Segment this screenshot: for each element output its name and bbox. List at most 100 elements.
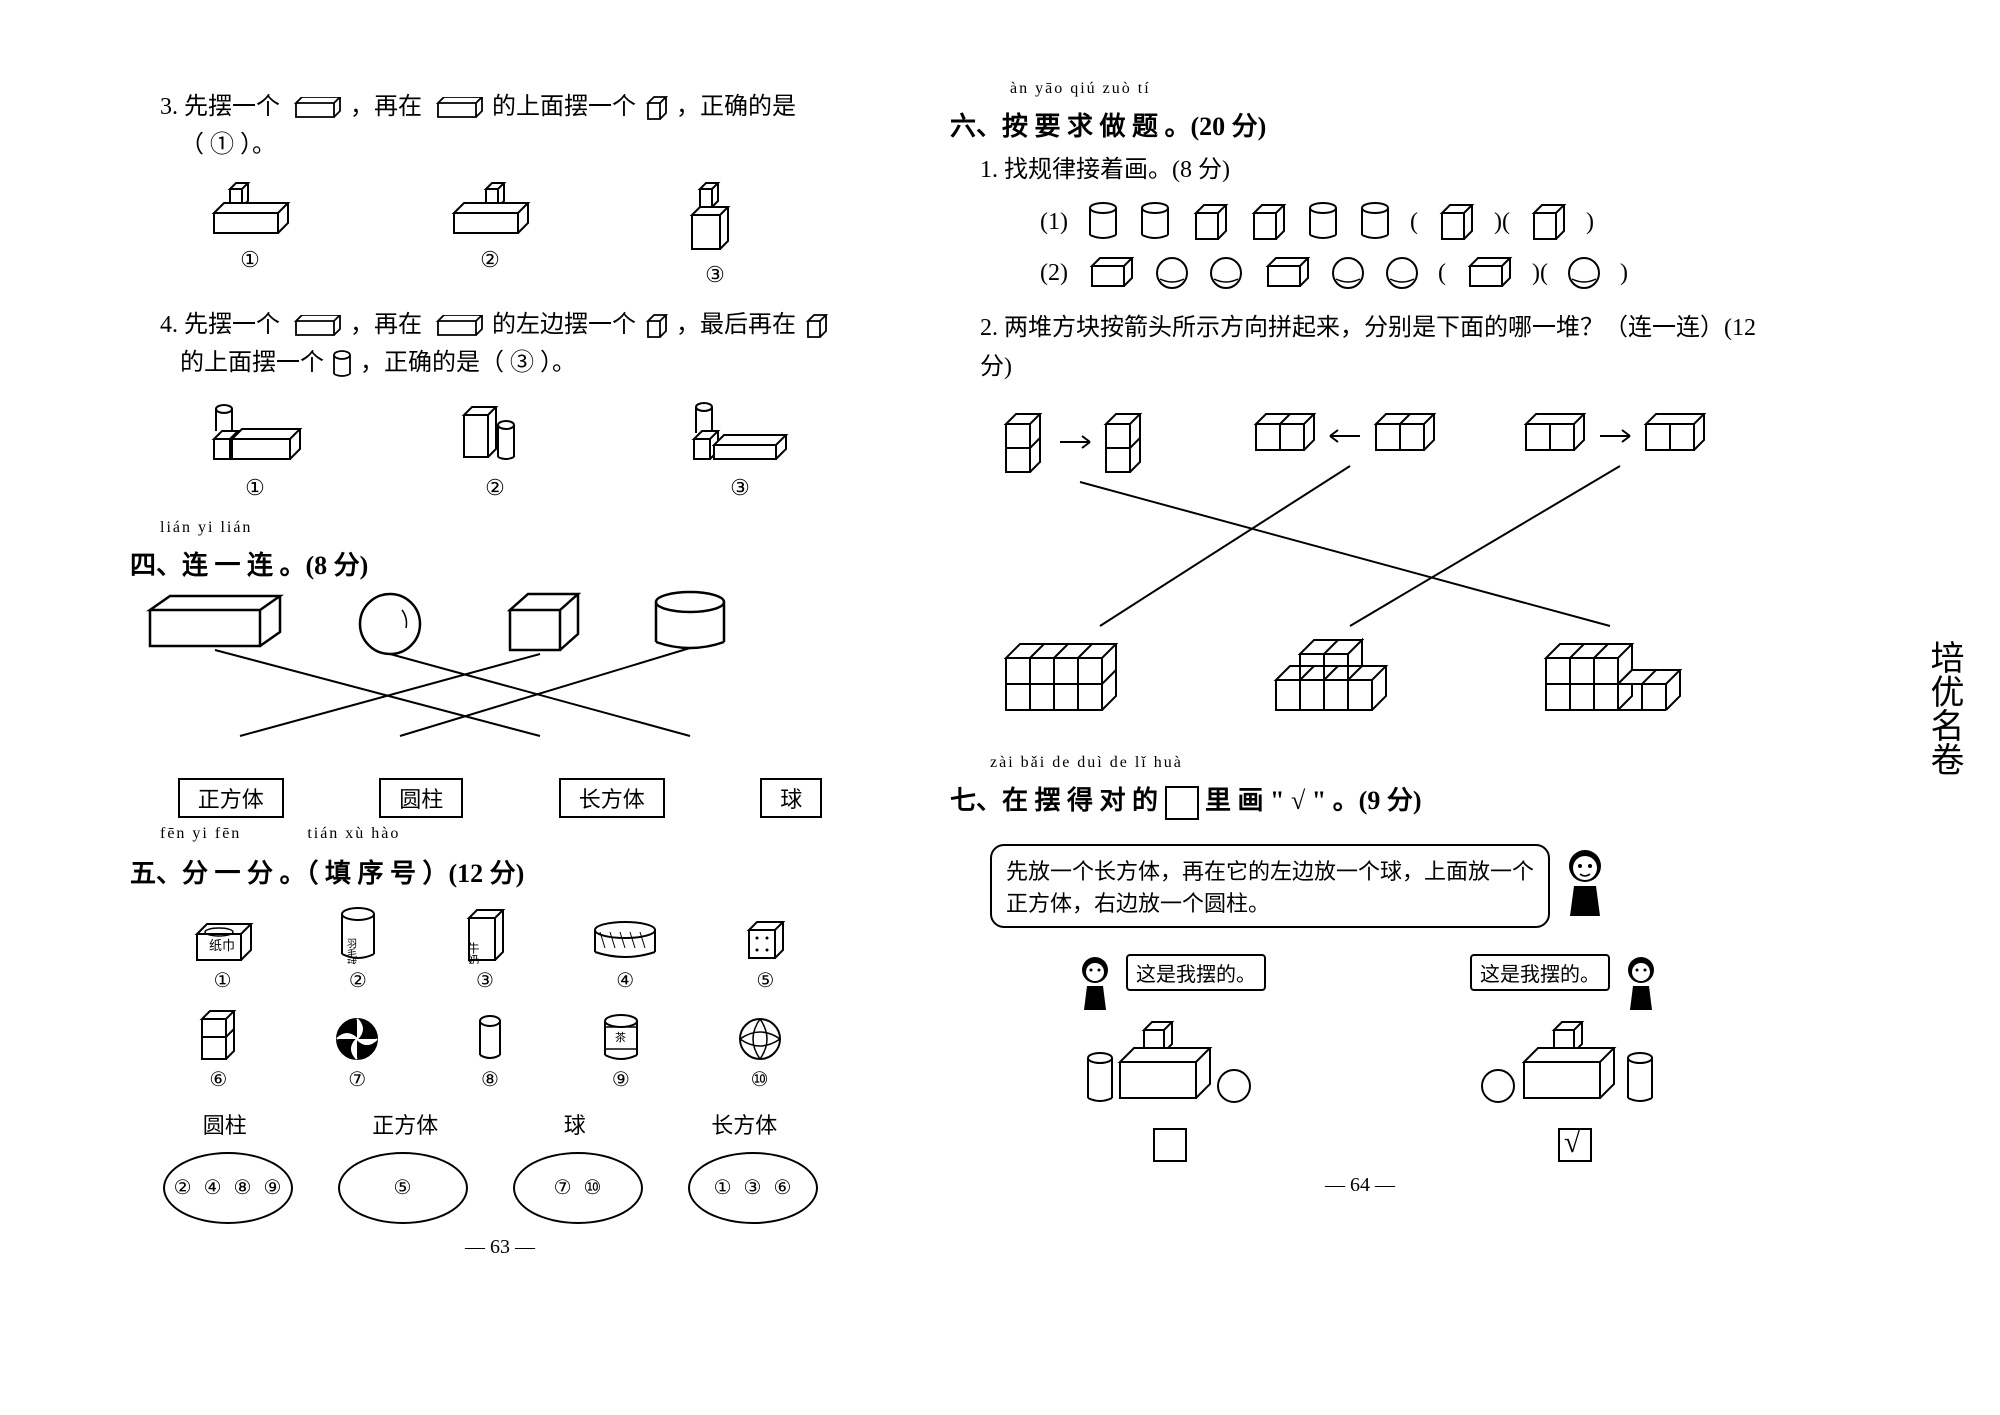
child-left: 这是我摆的。 [1070, 954, 1270, 1162]
side-tab: 培优名卷 [1919, 640, 1968, 776]
item-2: 羽毛球② [336, 906, 380, 993]
oval-cuboid: ①③⑥ [688, 1152, 818, 1224]
check-right: √ [1470, 1128, 1680, 1162]
q4-text: 4. 先摆一个 ，再在 的左边摆一个 ，最后再在 [160, 306, 870, 344]
cuboid-icon [288, 97, 342, 119]
child-right: 这是我摆的。 √ [1470, 954, 1680, 1162]
shape-figure [450, 399, 540, 469]
sect7-title: 七、在 摆 得 对 的 里 画 " √ " 。(9 分) [950, 780, 1770, 820]
cuboid-icon [288, 315, 342, 337]
q4-opt-1: ① [200, 399, 310, 501]
sect4-pinyin: lián yi lián [160, 519, 870, 537]
svg-text:羽毛球: 羽毛球 [344, 937, 356, 963]
oval-sphere: ⑦⑩ [513, 1152, 643, 1224]
girl-icon [1550, 842, 1620, 922]
item-7: ⑦ [333, 1015, 381, 1092]
sect6-title: 六、按 要 求 做 题 。(20 分) [950, 106, 1770, 143]
item-3: 牛奶③ [461, 906, 509, 993]
blank-box-icon [1153, 1128, 1187, 1162]
section-6: àn yāo qiú zuò tí 六、按 要 求 做 题 。(20 分) 1.… [950, 80, 1770, 736]
section-5: fēn yi fēn tián xù hào 五、分 一 分 。（ 填 序 号 … [130, 818, 870, 1224]
pattern-row-1: (1) ()() [1040, 201, 1770, 243]
q3-opt-1: ① [200, 181, 300, 288]
label-sphere: 球 [760, 778, 822, 818]
cube-icon [644, 95, 668, 121]
shape-figure [200, 181, 300, 241]
question-4: 4. 先摆一个 ，再在 的左边摆一个 ，最后再在 的上面摆一个 ，正确的是（ ③… [160, 306, 870, 501]
page-num-63: — 63 — [130, 1236, 870, 1259]
shape-figure [680, 399, 800, 469]
sect6-q2: 2. 两堆方块按箭头所示方向拼起来，分别是下面的哪一堆？（连一连）(12 分) [980, 309, 1770, 736]
q3-opt-2: ② [440, 181, 540, 288]
sect5-cats: 圆柱 正方体 球 长方体 [140, 1108, 840, 1140]
oval-cube: ⑤ [338, 1152, 468, 1224]
item-6: ⑥ [196, 1009, 240, 1092]
question-3: 3. 先摆一个 ，再在 的上面摆一个 ，正确的是 （ ① ）。 ① ② ③ [160, 88, 870, 288]
q3-answer: （ ① ）。 [180, 126, 870, 164]
shape-figure [440, 181, 540, 241]
q3-num: 3. [160, 94, 178, 120]
item-8: ⑧ [474, 1013, 506, 1092]
check-left [1070, 1128, 1270, 1162]
sphere-icon [1208, 255, 1244, 291]
girl-icon [1616, 954, 1666, 1014]
girl-icon [1070, 954, 1120, 1014]
section-4: lián yi lián 四、连 一 连 。(8 分) 正方体 圆柱 长方体 球 [130, 519, 870, 818]
svg-text:纸巾: 纸巾 [209, 938, 235, 953]
cuboid-icon [430, 315, 484, 337]
sect4-title: 四、连 一 连 。(8 分) [130, 545, 870, 582]
cube-icon [1436, 201, 1476, 243]
sphere-icon [1154, 255, 1190, 291]
sect6-q2-text: 2. 两堆方块按箭头所示方向拼起来，分别是下面的哪一堆？（连一连）(12 分) [980, 309, 1770, 386]
cylinder-icon [332, 350, 352, 380]
q4-options: ① ② ③ [200, 399, 870, 501]
sect7-children: 这是我摆的。 这是我摆的。 [1070, 954, 1770, 1162]
cuboid-icon [1262, 256, 1312, 290]
sphere-icon [1384, 255, 1420, 291]
q3-text: 3. 先摆一个 ，再在 的上面摆一个 ，正确的是 [160, 88, 870, 126]
cube-icon [1248, 201, 1288, 243]
worksheet-spread: 3. 先摆一个 ，再在 的上面摆一个 ，正确的是 （ ① ）。 ① ② ③ [0, 0, 2000, 1415]
matching-diagram [130, 590, 870, 770]
label-cuboid: 长方体 [559, 778, 665, 818]
sphere-icon [1330, 255, 1366, 291]
sect5-pinyin: fēn yi fēn tián xù hào [160, 818, 870, 845]
right-page: àn yāo qiú zuò tí 六、按 要 求 做 题 。(20 分) 1.… [900, 0, 1800, 1415]
checked-box-icon: √ [1558, 1128, 1592, 1162]
item-1: 纸巾① [191, 920, 255, 993]
blank-box-icon [1165, 786, 1199, 820]
cylinder-icon [1358, 201, 1392, 243]
sect5-row2: ⑥ ⑦ ⑧ 茶⑨ ⑩ [150, 1009, 830, 1092]
cuboid-icon [1464, 256, 1514, 290]
cuboid-icon [1086, 256, 1136, 290]
shape-figure [200, 399, 310, 469]
sect5-row1: 纸巾① 羽毛球② 牛奶③ ④ ⑤ [150, 906, 830, 993]
arrangement-left [1070, 1014, 1270, 1114]
oval-cylinder: ②④⑧⑨ [163, 1152, 293, 1224]
item-9: 茶⑨ [599, 1013, 643, 1092]
sect6-q1-text: 1. 找规律接着画。(8 分) [980, 151, 1770, 189]
sect4-labels: 正方体 圆柱 长方体 球 [130, 778, 870, 818]
sect6-pinyin: àn yāo qiú zuò tí [1010, 80, 1770, 98]
item-5: ⑤ [741, 916, 789, 993]
cube-icon [1528, 201, 1568, 243]
sect5-title: 五、分 一 分 。（ 填 序 号 ）(12 分) [130, 853, 870, 890]
cylinder-icon [1138, 201, 1172, 243]
svg-text:牛奶: 牛奶 [466, 940, 480, 963]
sect6-q1: 1. 找规律接着画。(8 分) (1) ()() (2) ()() [980, 151, 1770, 291]
sect7-speech-row: 先放一个长方体，再在它的左边放一个球，上面放一个正方体，右边放一个圆柱。 [950, 828, 1770, 944]
cube-icon [1190, 201, 1230, 243]
label-cube: 正方体 [178, 778, 284, 818]
q3-options: ① ② ③ [200, 181, 870, 288]
sect5-ovals: ②④⑧⑨ ⑤ ⑦⑩ ①③⑥ [140, 1152, 840, 1224]
sect7-pinyin: zài bǎi de duì de lǐ huà [990, 754, 1770, 772]
q4-opt-2: ② [450, 399, 540, 501]
item-4: ④ [590, 920, 660, 993]
label-cylinder: 圆柱 [379, 778, 463, 818]
q4-opt-3: ③ [680, 399, 800, 501]
speech-bubble: 先放一个长方体，再在它的左边放一个球，上面放一个正方体，右边放一个圆柱。 [990, 844, 1550, 928]
left-page: 3. 先摆一个 ，再在 的上面摆一个 ，正确的是 （ ① ）。 ① ② ③ [0, 0, 900, 1415]
section-7: zài bǎi de duì de lǐ huà 七、在 摆 得 对 的 里 画… [950, 754, 1770, 1162]
pattern-row-2: (2) ()() [1040, 255, 1770, 291]
cylinder-icon [1306, 201, 1340, 243]
